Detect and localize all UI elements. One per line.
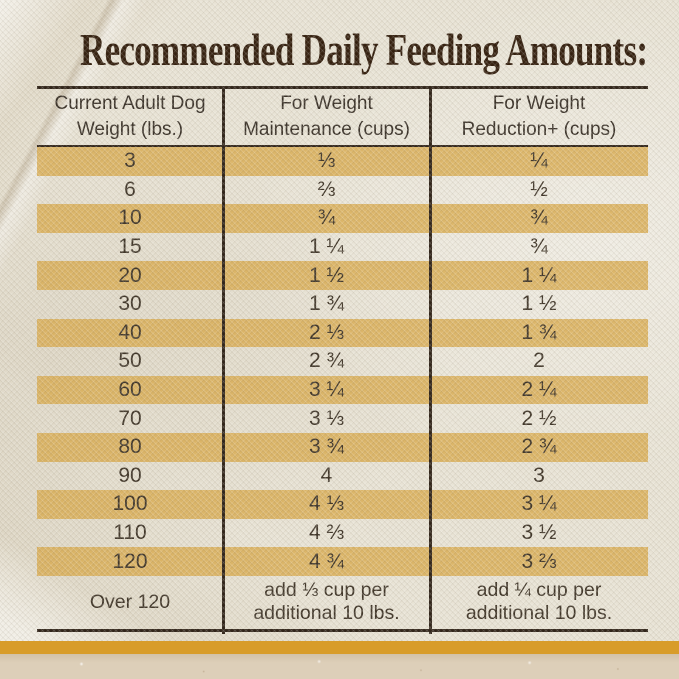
weight-cell: 50 — [118, 349, 142, 373]
reduction-cell: 2 ¾ — [521, 435, 557, 459]
weight-cell: 6 — [124, 177, 136, 201]
reduction-cell: 3 ½ — [521, 521, 557, 545]
weight-cell: 30 — [118, 292, 142, 316]
maintenance-cell: 4 ¾ — [308, 549, 345, 573]
reduction-cell: ¾ — [530, 206, 548, 230]
maintenance-cell: 2 ¾ — [308, 349, 345, 373]
weight-cell: 80 — [118, 435, 142, 459]
maintenance-cell: 3 ¼ — [308, 378, 345, 402]
maintenance-cell: ⅔ — [317, 177, 336, 201]
table-row: 30 1 ¾ 1 ½ — [37, 290, 648, 319]
maintenance-cell: 4 — [320, 463, 333, 487]
weight-cell: 100 — [112, 492, 148, 516]
table-footer-row: Over 120 add ⅓ cup per additional 10 lbs… — [37, 576, 648, 632]
weight-cell: 3 — [124, 149, 136, 173]
feeding-table: Current Adult Dog Weight (lbs.) For Weig… — [37, 86, 648, 634]
table-row: 50 2 ¾ 2 — [37, 347, 648, 376]
maintenance-cell: 3 ⅓ — [308, 406, 345, 430]
reduction-cell: add ¼ cup per additional 10 lbs. — [465, 579, 613, 625]
maintenance-cell: ¾ — [317, 206, 336, 230]
reduction-cell: 1 ½ — [521, 292, 557, 316]
table-row: 120 4 ¾ 3 ⅔ — [37, 547, 648, 576]
gold-accent-band — [0, 641, 679, 654]
weight-cell: 20 — [118, 263, 142, 287]
weight-cell: 15 — [118, 235, 142, 259]
reduction-cell: 2 ¼ — [521, 378, 557, 402]
table-row: 40 2 ⅓ 1 ¾ — [37, 318, 648, 348]
table-row: 60 3 ¼ 2 ¼ — [37, 375, 648, 405]
maintenance-cell: 1 ½ — [308, 263, 345, 287]
table-row: 100 4 ⅓ 3 ¼ — [37, 490, 648, 519]
table-row: 80 3 ¾ 2 ¾ — [37, 432, 648, 462]
weight-cell: 60 — [118, 378, 142, 402]
weight-cell: 40 — [118, 320, 142, 344]
reduction-cell: ¾ — [530, 235, 548, 259]
header-weight: Current Adult Dog Weight (lbs.) — [54, 93, 206, 140]
table-row: 10 ¾ ¾ — [37, 204, 648, 233]
reduction-cell: 1 ¾ — [521, 320, 557, 344]
reduction-cell: 2 ½ — [521, 406, 557, 430]
column-divider — [222, 86, 225, 634]
maintenance-cell: 4 ⅓ — [308, 492, 345, 516]
maintenance-cell: add ⅓ cup per additional 10 lbs. — [253, 579, 400, 625]
weight-cell: 70 — [118, 406, 142, 430]
table-row: 90 4 3 — [37, 462, 648, 491]
maintenance-cell: 1 ¼ — [308, 235, 345, 259]
table-header-row: Current Adult Dog Weight (lbs.) For Weig… — [37, 89, 648, 147]
page-title: Recommended Daily Feeding Amounts: — [0, 24, 679, 76]
table-row: 20 1 ½ 1 ¼ — [37, 261, 648, 290]
reduction-cell: ¼ — [530, 149, 548, 173]
weight-cell: 110 — [113, 521, 147, 545]
table-row: 110 4 ⅔ 3 ½ — [37, 519, 648, 548]
reduction-cell: 3 — [533, 463, 545, 487]
maintenance-cell: 3 ¾ — [308, 435, 345, 459]
weight-cell: 10 — [118, 206, 142, 230]
maintenance-cell: 1 ¾ — [308, 292, 345, 316]
header-maintenance: For Weight Maintenance (cups) — [243, 93, 410, 140]
header-reduction: For Weight Reduction+ (cups) — [461, 93, 617, 140]
fabric-background: Recommended Daily Feeding Amounts: Curre… — [0, 0, 679, 641]
weight-cell: 120 — [112, 549, 148, 573]
reduction-cell: 1 ¼ — [521, 263, 557, 287]
table-row: 70 3 ⅓ 2 ½ — [37, 404, 648, 433]
table-row: 6 ⅔ ½ — [37, 176, 648, 205]
column-divider — [429, 86, 432, 634]
reduction-cell: 2 — [533, 349, 545, 373]
page-title-text: Recommended Daily Feeding Amounts: — [79, 25, 648, 75]
table-row: 3 ⅓ ¼ — [37, 147, 648, 176]
weight-cell: Over 120 — [89, 590, 171, 613]
table-row: 15 1 ¼ ¾ — [37, 233, 648, 262]
maintenance-cell: 2 ⅓ — [308, 320, 345, 344]
weight-cell: 90 — [118, 463, 142, 487]
reduction-cell: 3 ⅔ — [521, 549, 557, 573]
maintenance-cell: ⅓ — [317, 149, 336, 173]
table-body: 3 ⅓ ¼ 6 ⅔ ½ 10 ¾ ¾ 15 1 ¼ ¾ 20 1 ½ 1 ¼ 30 1 ¾ 1 ½ 40 2 ⅓ 1 ¾… — [37, 147, 648, 576]
reduction-cell: ½ — [530, 177, 548, 201]
countertop-surface — [0, 654, 679, 679]
maintenance-cell: 4 ⅔ — [308, 521, 345, 545]
reduction-cell: 3 ¼ — [521, 492, 557, 516]
